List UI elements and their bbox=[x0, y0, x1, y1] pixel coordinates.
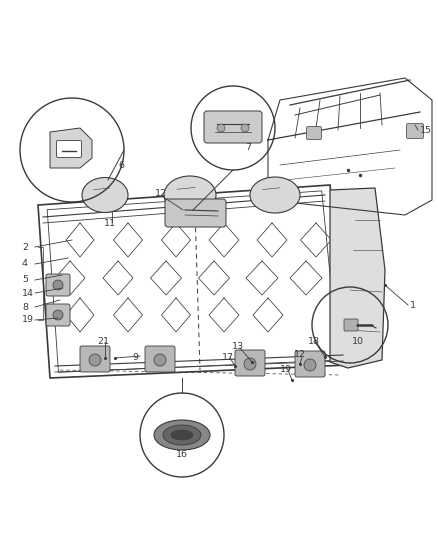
FancyBboxPatch shape bbox=[46, 304, 70, 326]
Ellipse shape bbox=[162, 425, 201, 445]
Text: 10: 10 bbox=[351, 337, 363, 346]
Text: 1: 1 bbox=[409, 301, 415, 310]
Text: 19: 19 bbox=[22, 316, 34, 325]
Polygon shape bbox=[50, 128, 92, 168]
Text: 9: 9 bbox=[132, 353, 138, 362]
Text: 19: 19 bbox=[279, 366, 291, 375]
Text: 18: 18 bbox=[307, 337, 319, 346]
Text: 7: 7 bbox=[244, 142, 251, 151]
Text: 14: 14 bbox=[22, 288, 34, 297]
Text: 17: 17 bbox=[222, 353, 233, 362]
FancyBboxPatch shape bbox=[406, 124, 423, 139]
Circle shape bbox=[240, 124, 248, 132]
FancyBboxPatch shape bbox=[145, 346, 175, 372]
Text: 13: 13 bbox=[231, 343, 244, 351]
Circle shape bbox=[244, 358, 255, 370]
Ellipse shape bbox=[171, 430, 193, 440]
Polygon shape bbox=[329, 188, 384, 368]
Circle shape bbox=[89, 354, 101, 366]
Text: 12: 12 bbox=[155, 190, 166, 198]
FancyBboxPatch shape bbox=[306, 126, 321, 140]
Ellipse shape bbox=[249, 177, 299, 213]
Text: 8: 8 bbox=[22, 303, 28, 311]
Text: 5: 5 bbox=[22, 276, 28, 285]
Ellipse shape bbox=[82, 177, 128, 213]
FancyBboxPatch shape bbox=[204, 111, 261, 143]
Circle shape bbox=[216, 124, 225, 132]
Circle shape bbox=[53, 310, 63, 320]
FancyBboxPatch shape bbox=[343, 319, 357, 331]
FancyBboxPatch shape bbox=[165, 199, 226, 227]
Circle shape bbox=[53, 280, 63, 290]
Ellipse shape bbox=[154, 420, 209, 450]
FancyBboxPatch shape bbox=[46, 274, 70, 296]
FancyBboxPatch shape bbox=[57, 141, 81, 157]
FancyBboxPatch shape bbox=[80, 346, 110, 372]
Text: 12: 12 bbox=[293, 351, 305, 359]
Text: 2: 2 bbox=[22, 243, 28, 252]
Text: 11: 11 bbox=[104, 220, 116, 229]
FancyBboxPatch shape bbox=[294, 351, 324, 377]
Circle shape bbox=[154, 354, 166, 366]
Text: 4: 4 bbox=[22, 260, 28, 269]
Text: 16: 16 bbox=[176, 450, 187, 459]
Text: 15: 15 bbox=[419, 125, 431, 134]
Text: 21: 21 bbox=[97, 337, 109, 346]
Text: 6: 6 bbox=[118, 160, 124, 169]
Ellipse shape bbox=[164, 176, 215, 214]
FancyBboxPatch shape bbox=[234, 350, 265, 376]
Circle shape bbox=[303, 359, 315, 371]
